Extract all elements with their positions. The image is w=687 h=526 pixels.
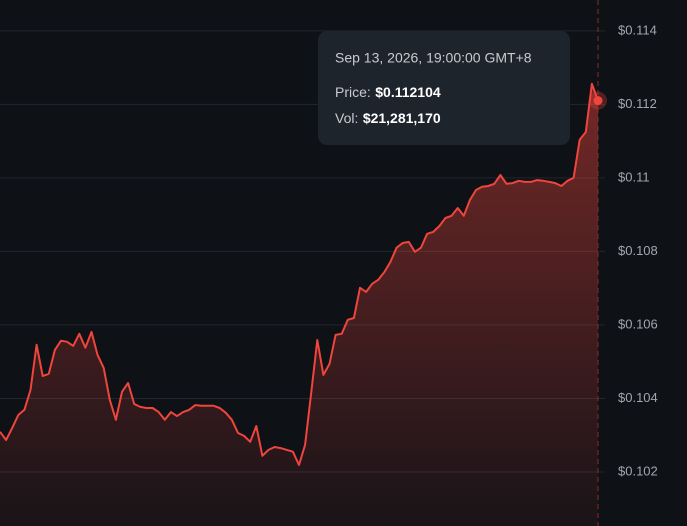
y-tick-label: $0.104 <box>618 390 658 405</box>
y-tick-label: $0.102 <box>618 463 658 478</box>
area <box>0 83 598 526</box>
y-tick-label: $0.108 <box>618 243 658 258</box>
hover-point <box>593 96 603 106</box>
tooltip-price-label: Price: <box>335 84 371 100</box>
y-tick-label: $0.112 <box>618 96 657 111</box>
line <box>0 82 599 466</box>
tooltip-price-value: $0.112104 <box>375 84 441 100</box>
tooltip-box <box>318 31 570 145</box>
tooltip-price: Price: $0.112104 <box>335 84 441 102</box>
y-tick-label: $0.106 <box>618 316 658 331</box>
tooltip-date: Sep 13, 2026, 19:00:00 GMT+8 <box>335 50 532 66</box>
tooltip-vol-label: Vol: <box>335 110 358 126</box>
y-tick-label: $0.114 <box>618 22 657 37</box>
tooltip-vol-value: $21,281,170 <box>363 110 441 126</box>
tooltip: Sep 13, 2026, 19:00:00 GMT+8 Price: $0.1… <box>318 31 570 145</box>
tooltip-vol: Vol: $21,281,170 <box>335 110 441 128</box>
y-tick-label: $0.11 <box>618 169 650 184</box>
